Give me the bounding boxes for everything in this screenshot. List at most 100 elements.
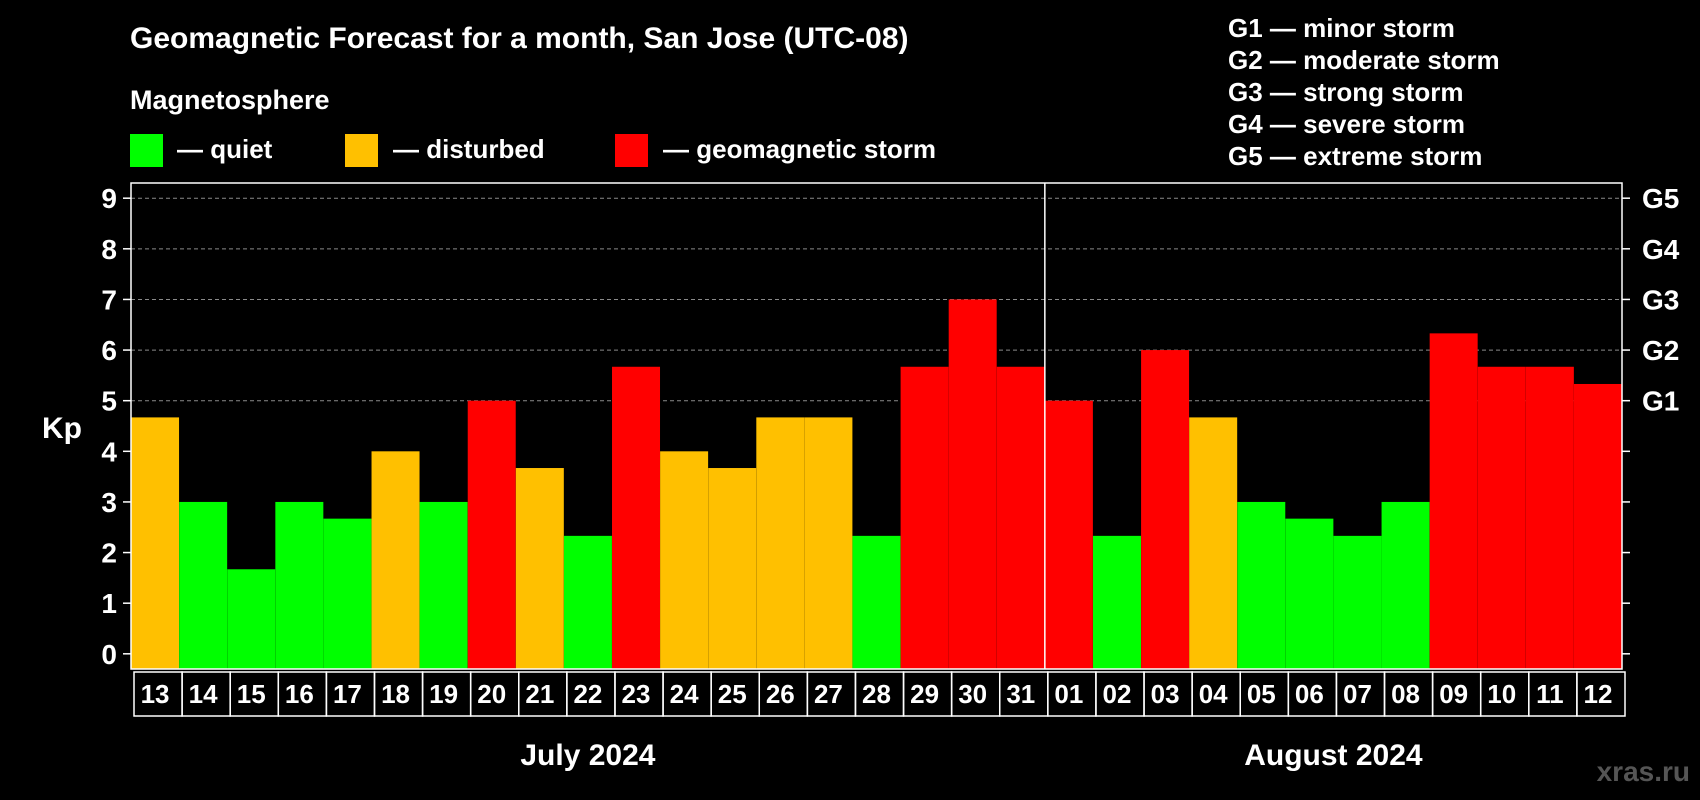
bar-05 [1237,501,1286,669]
bar-07 [1333,535,1382,669]
x-tick-label-26: 26 [766,679,795,709]
gridlines [131,197,1622,402]
legend-swatch-disturbed [345,134,378,167]
x-tick-label-09: 09 [1439,679,1468,709]
x-tick-label-10: 10 [1487,679,1516,709]
bar-28 [852,535,901,669]
month-label-0: July 2024 [520,739,655,772]
storm-scale-g3: G3 — strong storm [1228,77,1463,107]
legend-label-storm: — geomagnetic storm [663,134,936,164]
bar-04 [1189,417,1238,669]
y-tick-label: 2 [101,538,117,569]
y-tick-label: 4 [101,436,117,467]
x-tick-label-24: 24 [670,679,699,709]
bar-06 [1285,518,1334,669]
x-tick-label-23: 23 [622,679,651,709]
x-tick-label-17: 17 [333,679,362,709]
x-tick-label-20: 20 [477,679,506,709]
storm-level-ticks: G1 G2 G3 G4 G5 [1622,183,1680,655]
bar-25 [708,468,757,669]
x-tick-label-14: 14 [189,679,218,709]
legend-swatch-storm [615,134,648,167]
x-tick-label-27: 27 [814,679,843,709]
x-tick-label-15: 15 [237,679,266,709]
x-tick-box [1576,671,1626,717]
bar-22 [563,535,612,669]
legend-title: Magnetosphere [130,85,330,115]
chart-title: Geomagnetic Forecast for a month, San Jo… [130,22,909,55]
bar-14 [179,501,228,669]
storm-level-label-g1: G1 [1642,386,1679,417]
x-tick-label-02: 02 [1103,679,1132,709]
bar-01 [1044,400,1093,669]
bar-03 [1141,350,1190,669]
x-tick-label-31: 31 [1006,679,1035,709]
storm-level-label-g5: G5 [1642,183,1679,214]
storm-scale-g2: G2 — moderate storm [1228,45,1500,75]
y-tick-label: 3 [101,487,117,518]
bar-12 [1573,383,1622,669]
x-tick-label-08: 08 [1391,679,1420,709]
plot-frame [130,182,1623,670]
bars [131,299,1622,669]
bar-02 [1092,535,1141,669]
color-legend: — quiet — disturbed — geomagnetic storm [130,134,936,167]
storm-scale-g5: G5 — extreme storm [1228,141,1482,171]
x-tick-label-18: 18 [381,679,410,709]
bar-24 [660,451,709,669]
x-tick-label-04: 04 [1199,679,1228,709]
bar-21 [515,468,564,669]
x-tick-label-28: 28 [862,679,891,709]
x-tick-label-01: 01 [1054,679,1083,709]
y-tick-label: 5 [101,386,117,417]
x-tick-label-19: 19 [429,679,458,709]
bar-29 [900,366,949,669]
x-tick-label-21: 21 [525,679,554,709]
x-tick-label-25: 25 [718,679,747,709]
bar-23 [612,366,661,669]
bar-18 [371,451,420,669]
bar-20 [467,400,516,669]
bar-16 [275,501,324,669]
bar-10 [1477,366,1526,669]
x-tick-label-07: 07 [1343,679,1372,709]
x-tick-label-22: 22 [573,679,602,709]
watermark: xras.ru [1597,756,1690,787]
x-tick-label-30: 30 [958,679,987,709]
bar-17 [323,518,372,669]
x-tick-label-11: 11 [1536,679,1564,709]
x-tick-label-16: 16 [285,679,314,709]
bar-30 [948,299,997,669]
y-axis-label: Kp [42,412,82,445]
storm-scale-legend: G1 — minor storm G2 — moderate storm G3 … [1228,13,1500,171]
bar-26 [756,417,805,669]
bar-31 [996,366,1045,669]
y-tick-label: 1 [101,588,117,619]
bar-27 [804,417,853,669]
month-label-1: August 2024 [1244,739,1423,772]
month-labels: July 2024 August 2024 [520,739,1423,772]
y-tick-label: 7 [101,284,117,315]
bar-13 [131,417,180,669]
bar-11 [1525,366,1574,669]
storm-level-label-g3: G3 [1642,284,1679,315]
x-tick-label-13: 13 [141,679,170,709]
storm-level-label-g4: G4 [1642,234,1680,265]
bar-09 [1429,333,1478,669]
y-tick-label: 6 [101,335,117,366]
x-tick-label-12: 12 [1583,679,1612,709]
bar-19 [419,501,468,669]
bar-15 [227,569,276,669]
legend-label-quiet: — quiet [177,134,273,164]
storm-scale-g4: G4 — severe storm [1228,109,1465,139]
legend-swatch-quiet [130,134,163,167]
y-tick-label: 9 [101,183,117,214]
axes [130,182,1623,670]
y-tick-label: 8 [101,234,117,265]
x-tick-label-29: 29 [910,679,939,709]
storm-level-label-g2: G2 [1642,335,1679,366]
x-tick-label-03: 03 [1151,679,1180,709]
legend-label-disturbed: — disturbed [393,134,545,164]
bar-08 [1381,501,1430,669]
